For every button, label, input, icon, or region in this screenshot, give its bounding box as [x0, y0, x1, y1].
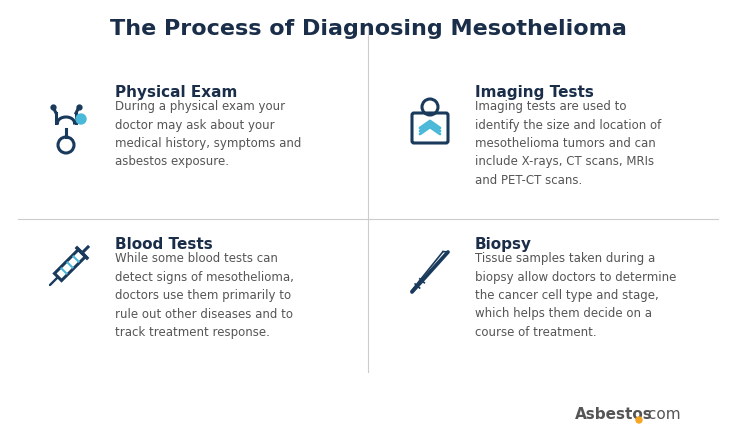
Text: While some blood tests can
detect signs of mesothelioma,
doctors use them primar: While some blood tests can detect signs …	[115, 252, 294, 339]
Text: Imaging tests are used to
identify the size and location of
mesothelioma tumors : Imaging tests are used to identify the s…	[475, 100, 661, 187]
Polygon shape	[54, 250, 85, 281]
Text: Tissue samples taken during a
biopsy allow doctors to determine
the cancer cell : Tissue samples taken during a biopsy all…	[475, 252, 676, 339]
Circle shape	[636, 417, 642, 423]
Text: Blood Tests: Blood Tests	[115, 237, 213, 252]
Text: Asbestos: Asbestos	[575, 407, 653, 422]
Text: Biopsy: Biopsy	[475, 237, 532, 252]
Text: The Process of Diagnosing Mesothelioma: The Process of Diagnosing Mesothelioma	[110, 19, 626, 39]
Text: .com: .com	[643, 407, 681, 422]
Text: Imaging Tests: Imaging Tests	[475, 85, 594, 100]
Text: During a physical exam your
doctor may ask about your
medical history, symptoms : During a physical exam your doctor may a…	[115, 100, 301, 169]
Text: Physical Exam: Physical Exam	[115, 85, 238, 100]
Circle shape	[76, 114, 86, 124]
